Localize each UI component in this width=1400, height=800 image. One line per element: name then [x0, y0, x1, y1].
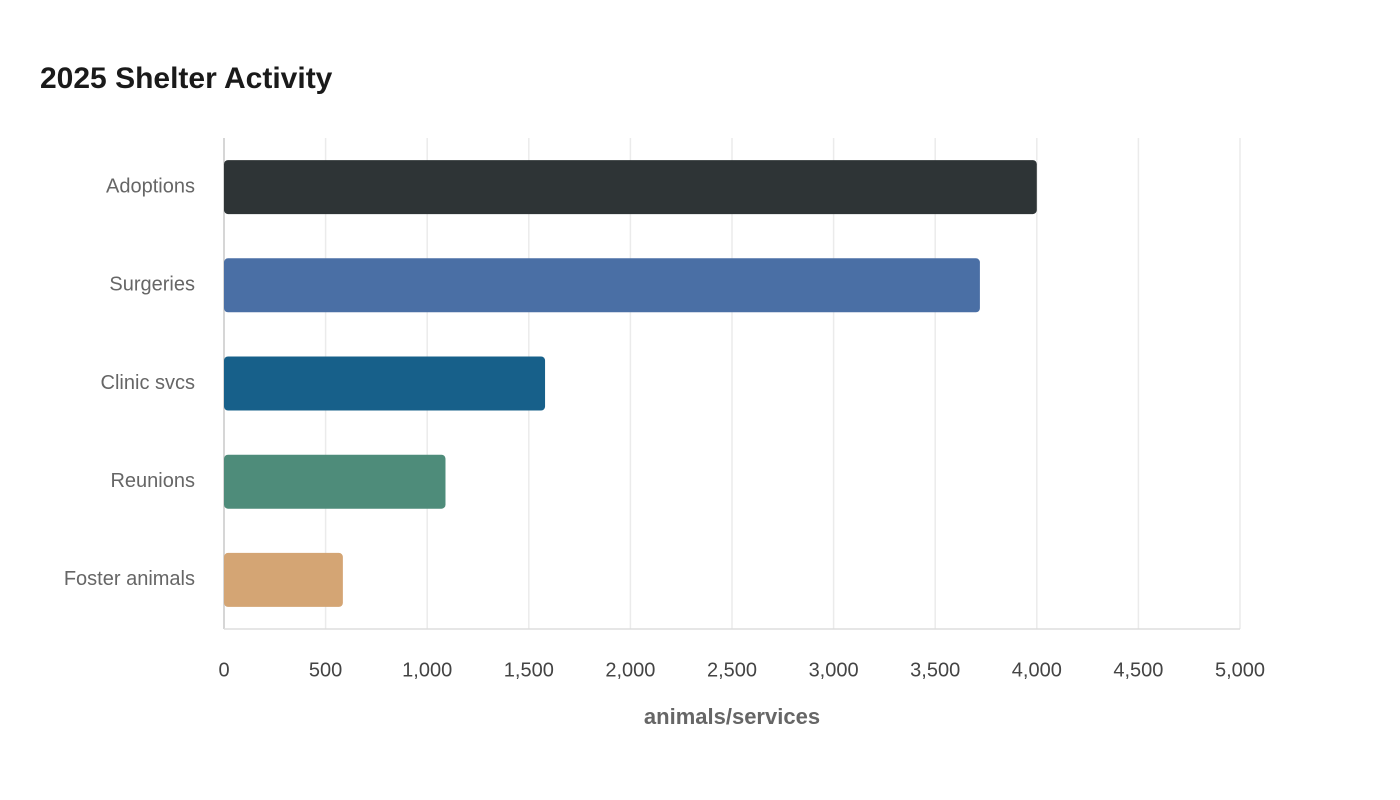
y-tick-label: Foster animals [64, 568, 195, 590]
bar [224, 258, 980, 313]
y-tick-label: Clinic svcs [101, 372, 195, 394]
bar [224, 356, 546, 411]
x-tick-label: 500 [309, 659, 342, 681]
x-tick-label: 4,500 [1113, 659, 1163, 681]
x-tick-label: 2,500 [707, 659, 757, 681]
x-tick-label: 5,000 [1215, 659, 1265, 681]
x-tick-label: 4,000 [1012, 659, 1062, 681]
bar [224, 160, 1037, 215]
y-tick-label: Surgeries [109, 274, 195, 296]
x-tick-label: 3,500 [910, 659, 960, 681]
x-tick-label: 0 [218, 659, 229, 681]
x-axis-label: animals/services [644, 704, 820, 729]
x-tick-label: 2,000 [605, 659, 655, 681]
bar [224, 454, 446, 509]
chart-title: 2025 Shelter Activity [40, 62, 333, 95]
x-tick-label: 1,000 [402, 659, 452, 681]
y-tick-label: Adoptions [106, 175, 195, 197]
x-tick-label: 1,500 [504, 659, 554, 681]
x-tick-label: 3,000 [809, 659, 859, 681]
bar [224, 552, 343, 607]
y-tick-label: Reunions [110, 470, 195, 492]
